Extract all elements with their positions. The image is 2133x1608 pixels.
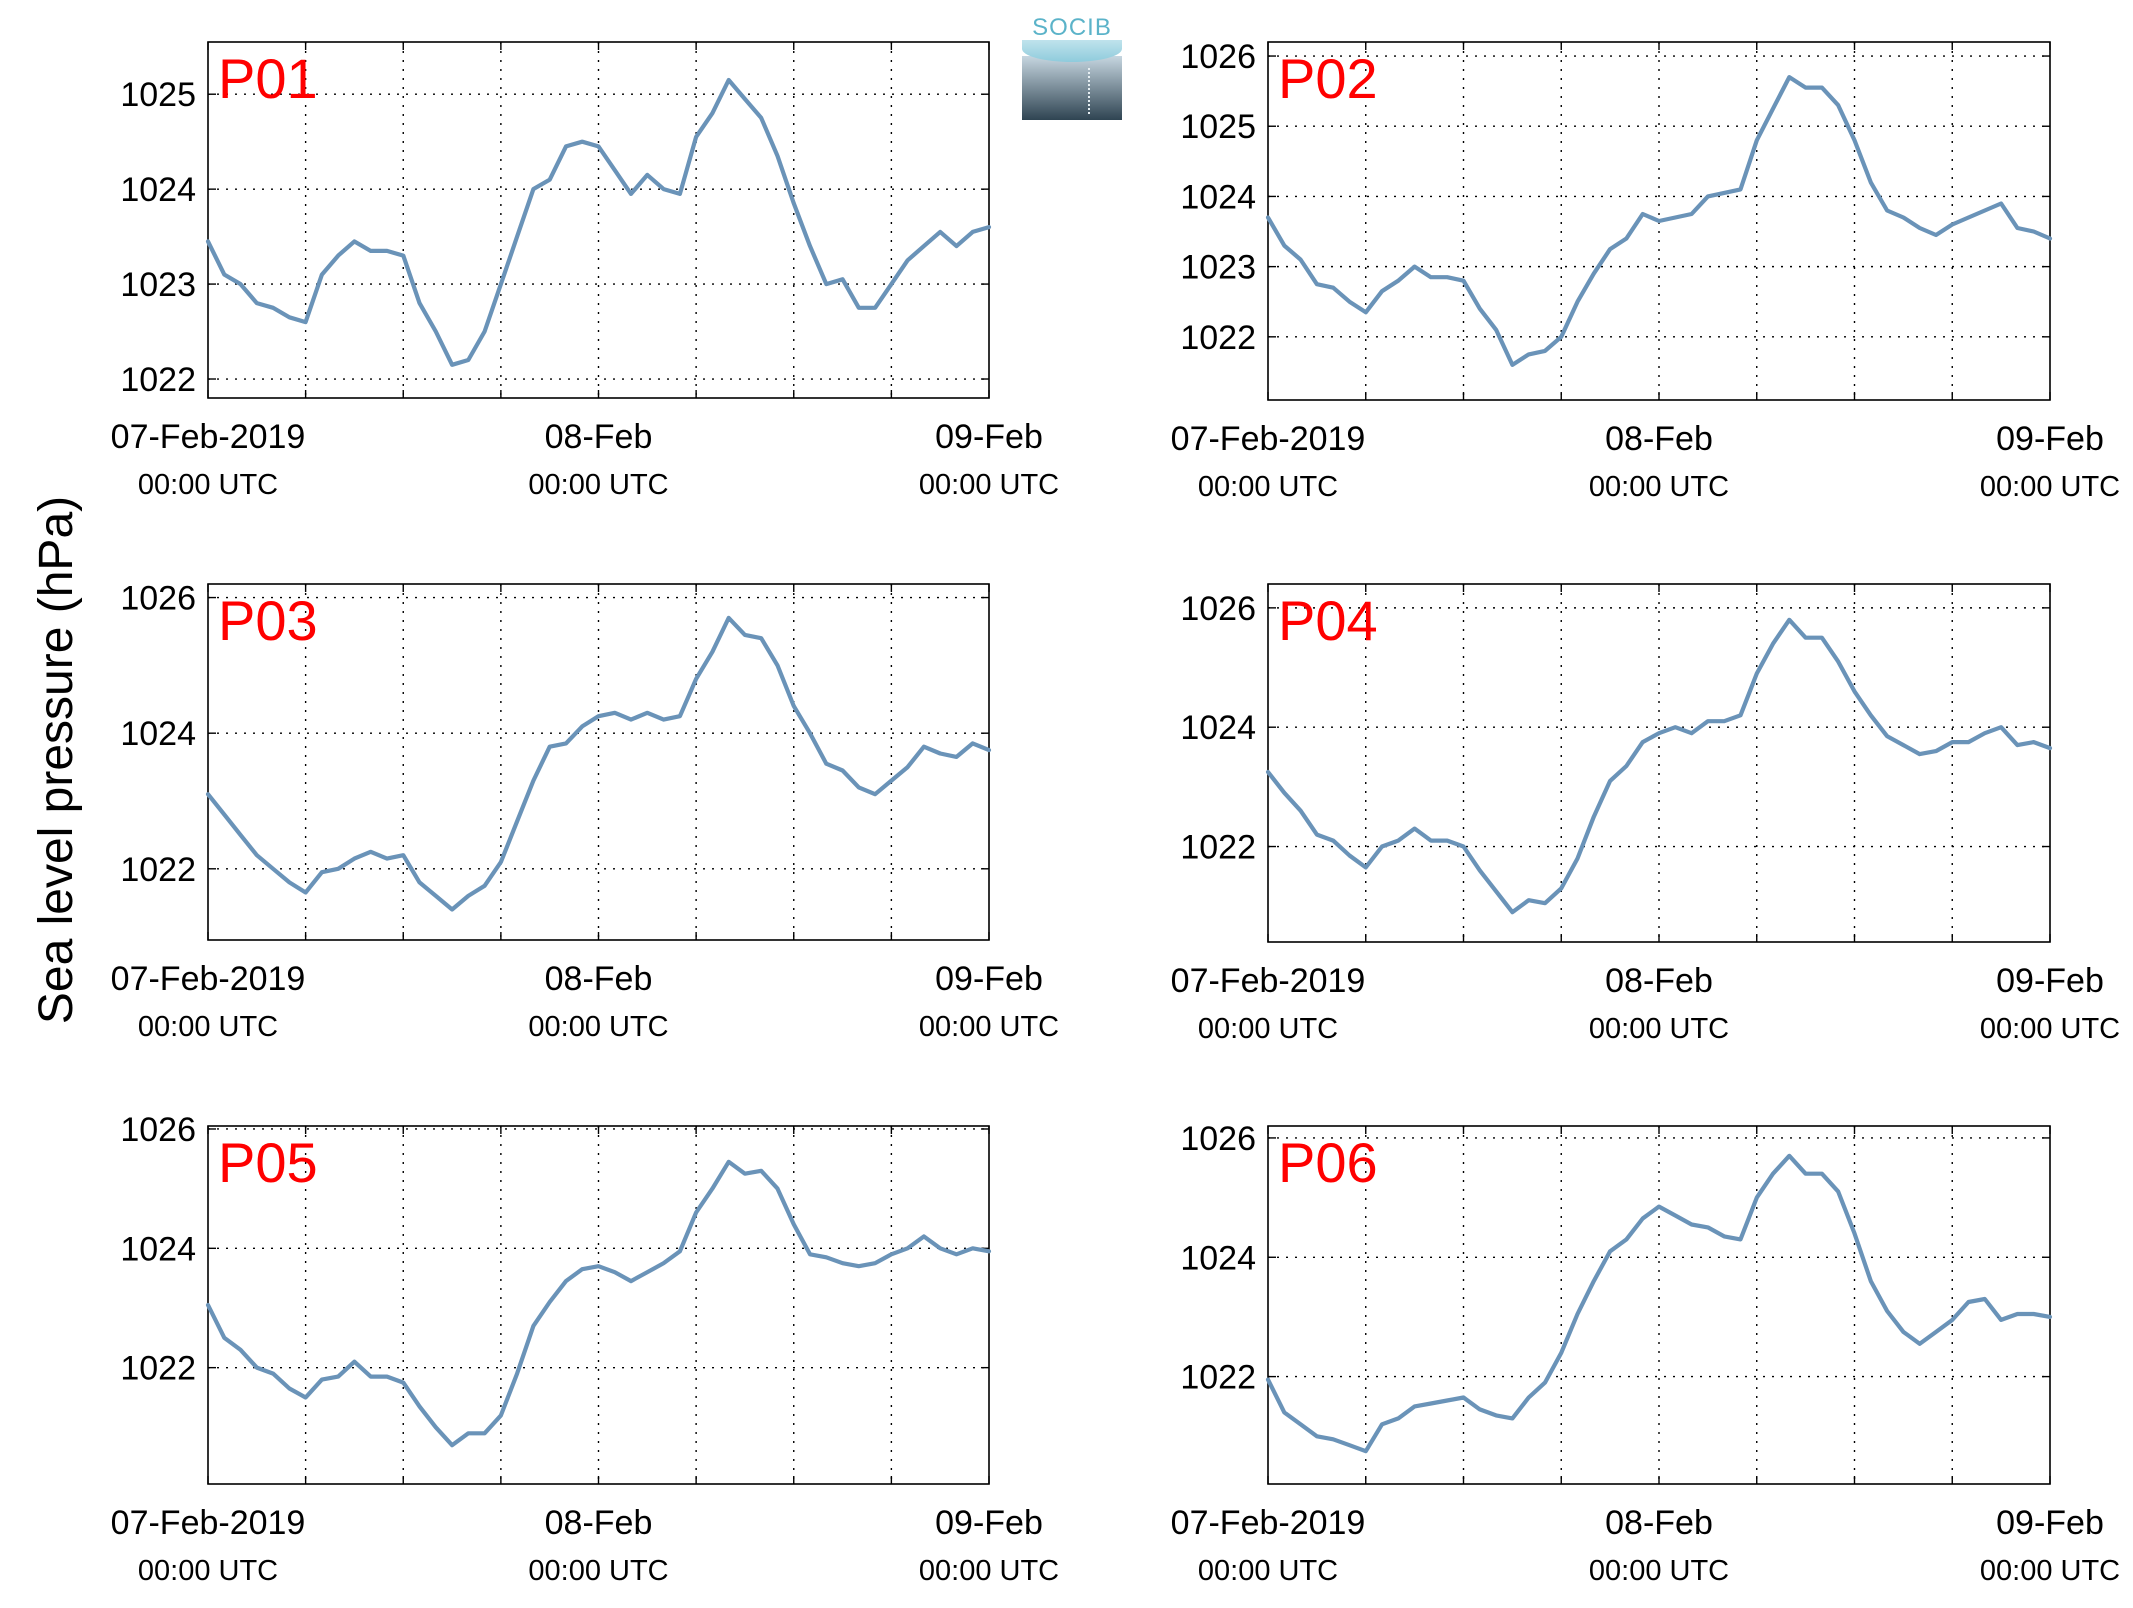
y-tick-label: 1022: [1180, 1359, 1256, 1397]
x-tick-sublabel: 00:00 UTC: [919, 1555, 1059, 1587]
x-tick-sublabel: 00:00 UTC: [1589, 471, 1729, 503]
x-tick-sublabel: 00:00 UTC: [1589, 1555, 1729, 1587]
x-tick-label: 09-Feb: [1996, 962, 2104, 1000]
x-tick-label: 08-Feb: [1605, 962, 1713, 1000]
panel-label: P01: [218, 47, 318, 110]
subplot-p02: 1022 1023 1024 1025 1026 07-Feb-2019 00:00 UTC…: [1171, 38, 2120, 503]
series-line-p06: [1265, 1153, 2053, 1454]
x-tick-sublabel: 00:00 UTC: [919, 1011, 1059, 1043]
panel-label: P05: [218, 1131, 318, 1194]
x-tick-sublabel: 00:00 UTC: [1980, 1013, 2120, 1045]
y-axis-label: Sea level pressure (hPa): [30, 496, 83, 1024]
axes-frame: [1267, 1125, 2051, 1485]
series-line-p04: [1265, 617, 2053, 915]
logo-wave: [1022, 40, 1122, 62]
x-tick-label: 09-Feb: [1996, 420, 2104, 458]
axes-frame: [207, 583, 990, 941]
x-tick-sublabel: 00:00 UTC: [138, 1011, 278, 1043]
x-tick-label: 09-Feb: [935, 1504, 1043, 1542]
socib-logo: SOCIB: [1022, 16, 1122, 120]
y-tick-label: 1026: [1180, 590, 1256, 628]
y-tick-label: 1022: [120, 361, 196, 399]
logo-text: SOCIB: [1032, 14, 1112, 41]
logo-block: [1022, 56, 1122, 120]
subplot-p03: 1022 1024 1026 07-Feb-2019 00:00 UTC 08-Feb 00…: [111, 580, 1059, 1043]
x-tick-sublabel: 00:00 UTC: [138, 1555, 278, 1587]
x-tick-label: 07-Feb-2019: [1171, 420, 1366, 458]
x-tick-sublabel: 00:00 UTC: [1980, 471, 2120, 503]
x-tick-label: 08-Feb: [1605, 420, 1713, 458]
y-tick-label: 1022: [1180, 829, 1256, 867]
x-tick-label: 09-Feb: [935, 960, 1043, 998]
axes-frame: [1267, 583, 2051, 943]
y-tick-label: 1022: [120, 851, 196, 889]
y-tick-label: 1024: [120, 171, 196, 209]
y-tick-label: 1025: [120, 76, 196, 114]
x-tick-label: 09-Feb: [1996, 1504, 2104, 1542]
x-tick-sublabel: 00:00 UTC: [1198, 1555, 1338, 1587]
x-tick-label: 09-Feb: [935, 418, 1043, 456]
x-tick-label: 08-Feb: [545, 418, 653, 456]
x-tick-sublabel: 00:00 UTC: [528, 1555, 668, 1587]
x-tick-sublabel: 00:00 UTC: [1589, 1013, 1729, 1045]
panel-label: P03: [218, 589, 318, 652]
panel-label: P04: [1278, 589, 1378, 652]
series-line-p01: [205, 77, 992, 367]
logo-dots: [1088, 68, 1090, 114]
y-tick-label: 1023: [1180, 249, 1256, 287]
panel-label: P06: [1278, 1131, 1378, 1194]
y-tick-label: 1024: [120, 715, 196, 753]
x-tick-sublabel: 00:00 UTC: [138, 469, 278, 501]
x-tick-label: 07-Feb-2019: [1171, 1504, 1366, 1542]
series-line-p03: [205, 615, 992, 912]
x-tick-sublabel: 00:00 UTC: [1980, 1555, 2120, 1587]
y-tick-label: 1023: [120, 266, 196, 304]
x-tick-label: 07-Feb-2019: [111, 418, 306, 456]
x-tick-label: 07-Feb-2019: [111, 1504, 306, 1542]
y-tick-label: 1024: [120, 1230, 196, 1268]
subplot-p06: 1022 1024 1026 07-Feb-2019 00:00 UTC 08-Feb 00…: [1171, 1120, 2120, 1587]
y-tick-label: 1025: [1180, 108, 1256, 146]
y-tick-label: 1022: [1180, 319, 1256, 357]
y-tick-label: 1026: [1180, 38, 1256, 76]
series-line-p02: [1265, 75, 2053, 367]
y-tick-label: 1024: [1180, 178, 1256, 216]
x-tick-sublabel: 00:00 UTC: [919, 469, 1059, 501]
y-tick-label: 1024: [1180, 709, 1256, 747]
x-tick-sublabel: 00:00 UTC: [1198, 1013, 1338, 1045]
axes-frame: [207, 41, 990, 399]
y-tick-label: 1026: [120, 580, 196, 618]
subplot-grid: 1022 1023 1024 1025 07-Feb-2019 00:00 UTC 08-F…: [111, 38, 2120, 1587]
x-tick-label: 08-Feb: [1605, 1504, 1713, 1542]
x-tick-label: 08-Feb: [545, 1504, 653, 1542]
panel-label: P02: [1278, 47, 1378, 110]
x-tick-label: 07-Feb-2019: [1171, 962, 1366, 1000]
y-tick-label: 1022: [120, 1350, 196, 1388]
y-tick-label: 1024: [1180, 1239, 1256, 1277]
subplot-p04: 1022 1024 1026 07-Feb-2019 00:00 UTC 08-Feb 00…: [1171, 583, 2120, 1045]
x-tick-sublabel: 00:00 UTC: [1198, 471, 1338, 503]
x-tick-label: 07-Feb-2019: [111, 960, 306, 998]
axes-frame: [207, 1125, 990, 1485]
x-tick-sublabel: 00:00 UTC: [528, 1011, 668, 1043]
subplot-p01: 1022 1023 1024 1025 07-Feb-2019 00:00 UTC 08-F…: [111, 41, 1059, 501]
y-tick-label: 1026: [120, 1111, 196, 1149]
x-tick-sublabel: 00:00 UTC: [528, 469, 668, 501]
series-line-p05: [205, 1159, 992, 1448]
y-tick-label: 1026: [1180, 1120, 1256, 1158]
subplot-p05: 1022 1024 1026 07-Feb-2019 00:00 UTC 08-Feb 00…: [111, 1111, 1059, 1587]
x-tick-label: 08-Feb: [545, 960, 653, 998]
